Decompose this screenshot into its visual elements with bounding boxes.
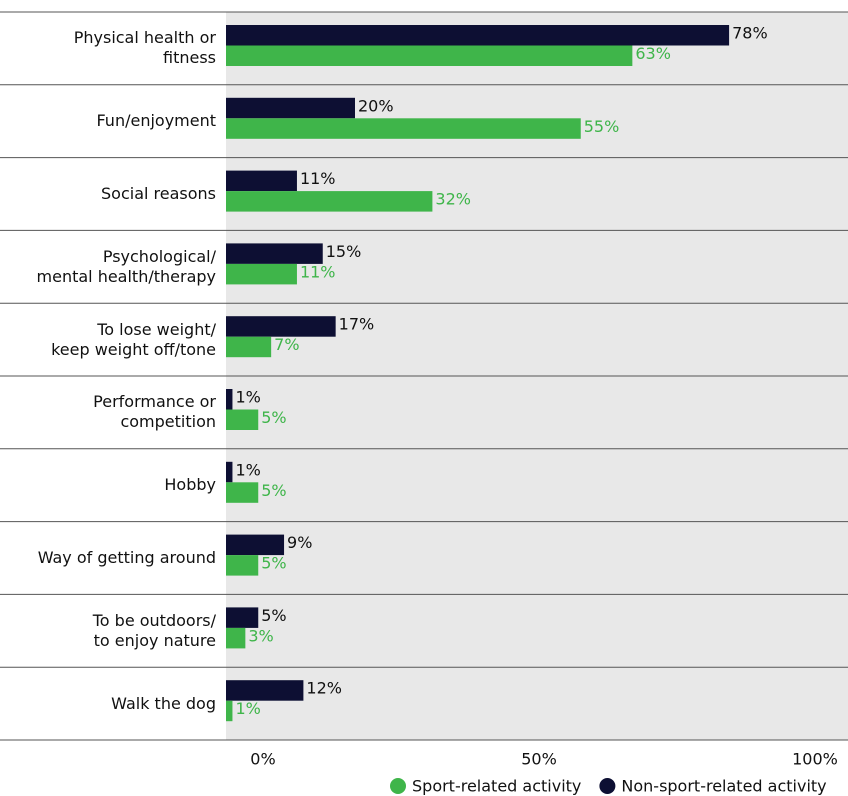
bar bbox=[226, 534, 285, 556]
bar bbox=[226, 700, 233, 722]
category-label: Walk the dog bbox=[111, 693, 216, 713]
bar bbox=[226, 461, 233, 483]
bar bbox=[226, 25, 730, 46]
value-label: 1% bbox=[235, 388, 260, 407]
category-label: Social reasons bbox=[101, 184, 216, 203]
value-label: 20% bbox=[358, 96, 394, 115]
value-label: 63% bbox=[635, 44, 671, 63]
category-label: Physical health or fitness bbox=[73, 28, 216, 68]
legend-swatch bbox=[390, 778, 406, 794]
bar bbox=[226, 555, 259, 576]
bar bbox=[226, 243, 323, 264]
value-label: 5% bbox=[261, 408, 286, 427]
value-label: 5% bbox=[261, 554, 286, 573]
bar bbox=[226, 170, 297, 192]
value-label: 78% bbox=[732, 24, 768, 43]
bar bbox=[226, 97, 355, 119]
bar bbox=[226, 45, 633, 66]
bar bbox=[226, 118, 581, 139]
value-label: 55% bbox=[584, 117, 620, 136]
value-label: 15% bbox=[326, 242, 362, 261]
bar bbox=[226, 316, 336, 337]
x-tick-label: 0% bbox=[250, 750, 275, 769]
value-label: 3% bbox=[248, 626, 273, 645]
legend-label: Sport-related activity bbox=[412, 777, 581, 796]
value-label: 12% bbox=[306, 679, 342, 698]
value-label: 1% bbox=[235, 699, 260, 718]
value-label: 5% bbox=[261, 481, 286, 500]
category-label: Fun/enjoyment bbox=[96, 111, 216, 131]
value-label: 5% bbox=[261, 606, 286, 625]
value-label: 7% bbox=[274, 335, 299, 354]
category-label: To be outdoors/ to enjoy nature bbox=[92, 610, 216, 650]
x-tick-label: 50% bbox=[521, 750, 557, 769]
value-label: 17% bbox=[339, 315, 375, 334]
value-label: 11% bbox=[300, 262, 336, 281]
bar bbox=[226, 607, 259, 628]
value-label: 9% bbox=[287, 533, 312, 552]
legend-label: Non-sport-related activity bbox=[621, 777, 826, 796]
bar bbox=[226, 336, 272, 358]
x-tick-label: 100% bbox=[792, 750, 838, 769]
category-label: Way of getting around bbox=[37, 548, 216, 567]
value-label: 11% bbox=[300, 169, 336, 188]
category-label: Psychological/ mental health/therapy bbox=[36, 246, 216, 286]
category-label: Hobby bbox=[164, 475, 216, 495]
legend-swatch bbox=[599, 778, 616, 794]
bar bbox=[226, 627, 246, 649]
value-label: 1% bbox=[235, 460, 260, 479]
bar bbox=[226, 263, 297, 285]
category-label: Performance or competition bbox=[93, 392, 216, 432]
bar bbox=[226, 191, 433, 212]
value-label: 32% bbox=[435, 190, 471, 209]
category-label: To lose weight/ keep weight off/tone bbox=[51, 319, 216, 359]
bar bbox=[226, 409, 259, 430]
bar bbox=[226, 389, 233, 410]
bar bbox=[226, 680, 304, 701]
bar bbox=[226, 482, 259, 503]
